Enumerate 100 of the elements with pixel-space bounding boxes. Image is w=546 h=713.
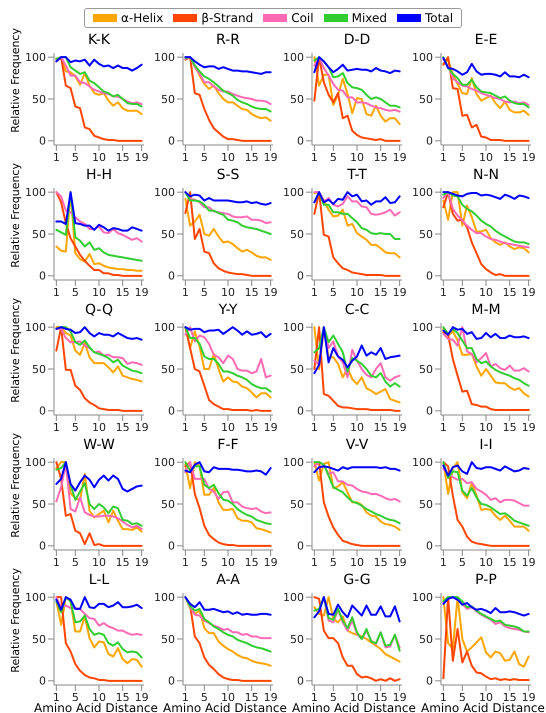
chart-title: R-R bbox=[215, 32, 241, 49]
x-tick-label: 19 bbox=[522, 286, 536, 299]
y-tick-label: 100 bbox=[412, 51, 433, 64]
y-tick-label: 0 bbox=[297, 134, 304, 148]
y-tick-label: 50 bbox=[32, 228, 46, 241]
chart-title: F-F bbox=[216, 437, 240, 454]
y-tick-label: 0 bbox=[168, 404, 175, 418]
line-series bbox=[55, 596, 143, 611]
x-tick-label: 15 bbox=[374, 420, 388, 434]
line-series bbox=[313, 56, 401, 74]
chart-title: L-L bbox=[88, 572, 110, 589]
x-tick-label: 19 bbox=[264, 286, 278, 299]
y-tick-label: 50 bbox=[161, 632, 175, 646]
line-series bbox=[184, 56, 272, 142]
x-tick-label: 19 bbox=[392, 420, 407, 434]
x-tick-label: 10 bbox=[221, 690, 235, 704]
y-tick-label: 0 bbox=[426, 404, 433, 418]
y-tick-label: 100 bbox=[283, 321, 304, 334]
line-series bbox=[442, 326, 530, 387]
x-axis-title: Amino Acid Distance bbox=[421, 701, 545, 713]
line-series bbox=[442, 461, 530, 547]
x-tick-label: 15 bbox=[374, 150, 388, 164]
line-series bbox=[313, 191, 401, 258]
line-series bbox=[313, 191, 401, 217]
y-tick-label: 100 bbox=[283, 591, 304, 604]
x-tick-label: 5 bbox=[458, 150, 466, 164]
chart-title: N-N bbox=[472, 167, 500, 184]
y-tick-label: 50 bbox=[161, 228, 175, 241]
x-tick-label: 10 bbox=[92, 690, 106, 704]
y-tick-label: 100 bbox=[25, 186, 46, 200]
y-tick-label: 100 bbox=[25, 591, 46, 604]
y-tick-label: 50 bbox=[32, 632, 46, 646]
x-tick-label: 1 bbox=[52, 150, 60, 164]
x-tick-label: 15 bbox=[116, 286, 130, 299]
x-tick-label: 19 bbox=[134, 286, 149, 299]
x-axis-title: Amino Acid Distance bbox=[292, 701, 416, 713]
x-tick-label: 15 bbox=[502, 150, 517, 164]
x-tick-label: 5 bbox=[458, 690, 466, 704]
x-tick-label: 5 bbox=[330, 286, 337, 299]
x-tick-label: 1 bbox=[182, 556, 189, 569]
y-tick-label: 0 bbox=[39, 404, 46, 418]
x-tick-label: 10 bbox=[350, 150, 364, 164]
x-tick-label: 1 bbox=[440, 150, 447, 164]
line-series bbox=[55, 56, 143, 72]
y-axis-title: Relative Frequency bbox=[8, 28, 22, 134]
y-tick-label: 100 bbox=[25, 456, 46, 470]
x-tick-label: 10 bbox=[479, 150, 493, 164]
x-tick-label: 15 bbox=[374, 690, 388, 704]
x-tick-label: 10 bbox=[350, 556, 364, 569]
y-tick-label: 0 bbox=[297, 270, 304, 283]
x-axis-title: Amino Acid Distance bbox=[163, 701, 287, 713]
y-tick-label: 100 bbox=[412, 456, 433, 470]
x-tick-label: 1 bbox=[52, 556, 60, 569]
chart-title: I-I bbox=[478, 437, 494, 454]
x-tick-label: 15 bbox=[244, 556, 259, 569]
x-tick-label: 5 bbox=[330, 556, 337, 569]
x-tick-label: 1 bbox=[310, 556, 318, 569]
chart-title: S-S bbox=[216, 167, 240, 184]
legend-label: β-Strand bbox=[201, 11, 254, 25]
x-tick-label: 10 bbox=[92, 150, 106, 164]
chart-title: M-M bbox=[470, 302, 502, 319]
x-tick-label: 19 bbox=[134, 690, 149, 704]
x-tick-label: 1 bbox=[440, 556, 447, 569]
x-tick-label: 5 bbox=[458, 556, 466, 569]
x-tick-label: 5 bbox=[72, 556, 79, 569]
x-tick-label: 10 bbox=[92, 286, 106, 299]
x-tick-label: 10 bbox=[350, 420, 364, 434]
line-series bbox=[442, 468, 530, 507]
line-series bbox=[55, 461, 143, 547]
x-tick-label: 19 bbox=[392, 556, 407, 569]
y-tick-label: 100 bbox=[154, 591, 175, 604]
x-tick-label: 19 bbox=[264, 556, 278, 569]
y-tick-label: 50 bbox=[419, 92, 433, 106]
y-tick-label: 50 bbox=[32, 92, 46, 106]
x-tick-label: 19 bbox=[134, 420, 149, 434]
y-tick-label: 100 bbox=[283, 51, 304, 64]
y-tick-label: 50 bbox=[32, 362, 46, 376]
x-tick-label: 10 bbox=[350, 286, 364, 299]
x-tick-label: 19 bbox=[134, 150, 149, 164]
x-tick-label: 10 bbox=[221, 286, 235, 299]
x-tick-label: 15 bbox=[244, 690, 259, 704]
chart-title: C-C bbox=[344, 302, 370, 319]
y-tick-label: 50 bbox=[419, 228, 433, 241]
x-tick-label: 5 bbox=[330, 150, 337, 164]
line-series bbox=[55, 191, 143, 243]
x-tick-label: 5 bbox=[200, 286, 208, 299]
legend-label: Mixed bbox=[352, 11, 388, 25]
y-axis-title: Relative Frequency bbox=[8, 568, 22, 674]
y-tick-label: 0 bbox=[39, 270, 46, 283]
line-series bbox=[184, 56, 272, 75]
y-tick-label: 100 bbox=[25, 321, 46, 334]
y-tick-label: 0 bbox=[297, 540, 304, 553]
line-series bbox=[55, 596, 143, 636]
y-tick-label: 0 bbox=[426, 540, 433, 553]
x-tick-label: 15 bbox=[374, 556, 388, 569]
line-series bbox=[313, 461, 401, 502]
x-tick-label: 10 bbox=[221, 556, 235, 569]
x-tick-label: 5 bbox=[458, 420, 466, 434]
y-tick-label: 50 bbox=[290, 632, 304, 646]
chart-title: P-P bbox=[474, 572, 498, 589]
